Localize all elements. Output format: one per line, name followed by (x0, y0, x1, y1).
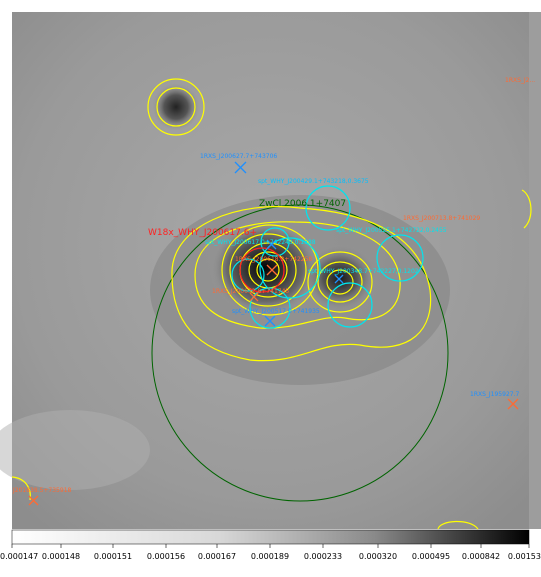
colorbar-tick-label: 0.00153 (508, 552, 541, 561)
label-zwcl: ZwCl 2006.1+7407 (259, 199, 346, 209)
cyan-center-marker (334, 274, 344, 284)
bottomleft-marker (28, 495, 39, 506)
label-cl-center: 1RXS_J200618.3+742258 (235, 256, 312, 263)
low-marker (249, 292, 259, 302)
colorbar-ticks: 0.000147 0.000148 0.000151 0.000156 0.000167… (0, 544, 541, 561)
yellow-contours (11, 78, 532, 530)
colorbar-tick-label: 0.000320 (359, 552, 397, 561)
colorbar-tick-label: 0.000167 (198, 552, 236, 561)
colorbar (11, 529, 530, 545)
label-spt-mid-right: spt_WHY_J200525.1+742722,0.2455 (336, 227, 447, 234)
rass-top-marker (234, 161, 247, 174)
colorbar-tick-label: 0.000147 (0, 552, 38, 561)
colorbar-tick-label: 0.000189 (251, 552, 289, 561)
colorbar-tick-label: 0.000233 (304, 552, 342, 561)
colorbar-tick-label: 0.000151 (94, 552, 132, 561)
image-right-strip (529, 12, 541, 529)
label-top-right: 1RXS_J2... (505, 77, 535, 84)
zwcl-region-circle[interactable] (151, 204, 449, 502)
label-rass-top: 1RXS_J200627.7+743706 (200, 153, 277, 160)
w18-region-circle[interactable] (239, 247, 285, 293)
label-rxs-right2: 1RXS_J195927.7 (470, 391, 519, 398)
source-markers[interactable] (28, 161, 519, 506)
colorbar-tick-label: 0.000148 (42, 552, 80, 561)
emission-bottom-left-smudge (0, 410, 150, 490)
label-spt-center: spt_WHY_J200617.0+742243,0.1388 (205, 239, 316, 246)
label-spt-low: spt_WHY_J200517.0+741935 (232, 308, 320, 315)
center-blue-marker (266, 239, 277, 250)
label-rxs-low: 1RXS_J200632.8+741745 (212, 288, 289, 295)
colorbar-tick-label: 0.000842 (462, 552, 500, 561)
label-rxs-bottomleft: J201838.5+735918 (12, 487, 72, 494)
center-marker (266, 264, 278, 276)
label-w18: W18x_WHY_J200617.6+ (148, 228, 257, 238)
low-blue-marker (264, 315, 276, 327)
emission-top-left-source (152, 83, 200, 131)
label-spt-top: spt_WHY_J200429.1+743218,0.3675 (258, 178, 369, 185)
label-rxs-right: 1RXS_J200713.8+741029 (403, 215, 480, 222)
colorbar-tick-label: 0.000495 (412, 552, 450, 561)
cyan-regions[interactable] (231, 185, 424, 329)
right-marker (507, 398, 519, 410)
colorbar-tick-label: 0.000156 (147, 552, 185, 561)
label-spt-center2: spt_WHY_J200348.7+742227,0.1202 (308, 268, 419, 275)
